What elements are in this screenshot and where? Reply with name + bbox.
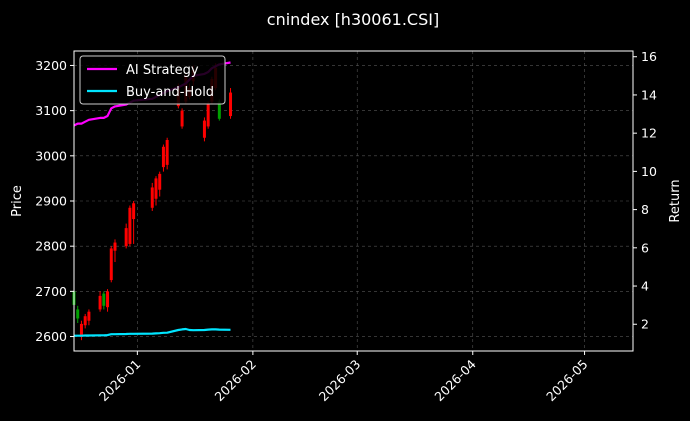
- return-tick-label: 6: [641, 240, 649, 255]
- price-tick-label: 3000: [35, 148, 67, 163]
- candle-body: [165, 140, 169, 165]
- candle-body: [76, 309, 80, 319]
- return-tick-label: 16: [641, 49, 657, 64]
- candle-body: [154, 178, 158, 199]
- legend-label-ai-strategy: AI Strategy: [126, 63, 199, 78]
- candle-body: [217, 101, 221, 119]
- candle-body: [102, 293, 106, 306]
- candle-body: [79, 323, 83, 337]
- price-tick-label: 2700: [35, 284, 67, 299]
- series-line-buy-and-hold: [74, 327, 231, 337]
- candle-body: [158, 173, 162, 190]
- candle-body: [206, 103, 210, 127]
- candle-body: [161, 146, 165, 168]
- price-tick-label: 2800: [35, 239, 67, 254]
- candle-body: [113, 242, 117, 251]
- candle-body: [128, 207, 132, 244]
- price-tick-label: 3100: [35, 103, 67, 118]
- return-tick-label: 14: [641, 87, 657, 102]
- candle-body: [124, 228, 128, 247]
- return-axis-label: Return: [668, 179, 683, 222]
- chart-title: cnindex [h30061.CSI]: [267, 10, 439, 29]
- price-axis: 2600 2700 2800 2900 3000 3100 3200: [35, 58, 74, 344]
- candle-body: [98, 295, 102, 310]
- candle-body: [202, 120, 206, 138]
- candle-body: [132, 203, 136, 220]
- candle-body: [180, 110, 184, 127]
- return-tick-label: 4: [641, 279, 649, 294]
- price-tick-label: 2600: [35, 329, 67, 344]
- candle-body: [106, 291, 110, 308]
- candle-body: [150, 187, 154, 208]
- price-axis-label: Price: [10, 185, 25, 217]
- price-tick-label: 2900: [35, 194, 67, 209]
- return-tick-label: 12: [641, 126, 657, 141]
- return-axis: 2 4 6 8 10 12 14 16: [633, 49, 657, 332]
- candle-body: [87, 311, 91, 321]
- price-tick-label: 3200: [35, 58, 67, 73]
- return-tick-label: 10: [641, 164, 657, 179]
- candle-body: [83, 316, 87, 326]
- candle-body: [229, 92, 233, 117]
- return-tick-label: 8: [641, 202, 649, 217]
- legend-label-buy-and-hold: Buy-and-Hold: [126, 85, 214, 100]
- return-tick-label: 2: [641, 317, 649, 332]
- legend: AI Strategy Buy-and-Hold: [79, 55, 226, 105]
- candle-body: [109, 248, 113, 281]
